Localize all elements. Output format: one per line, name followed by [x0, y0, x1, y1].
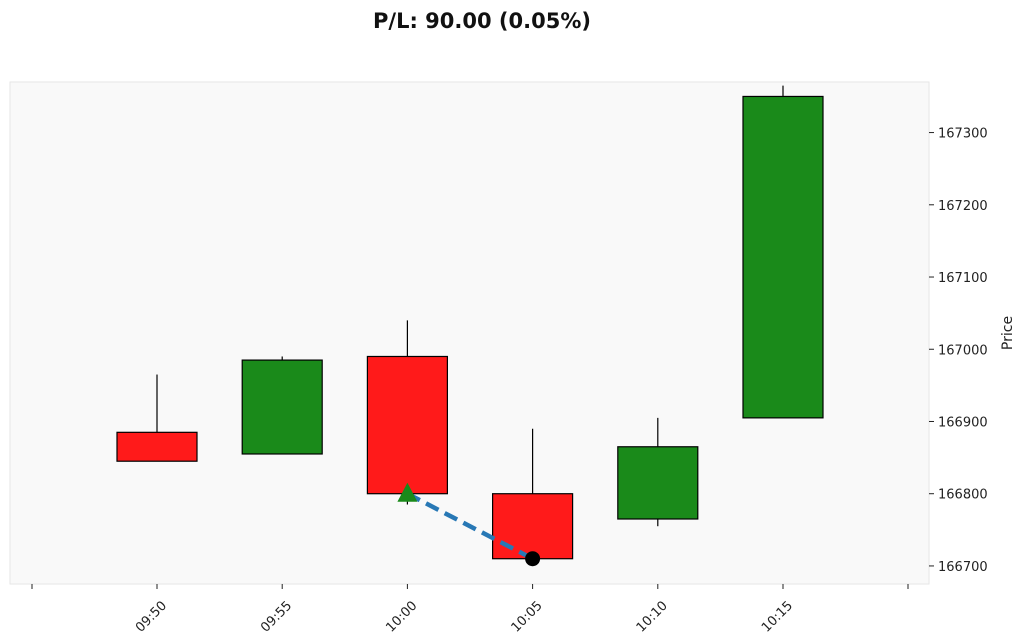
candle — [742, 85, 824, 419]
candle-body-down — [366, 355, 448, 495]
candle-body-down — [492, 493, 574, 560]
y-tick-label: 167200 — [938, 199, 988, 214]
x-tick-label: 10:10 — [634, 598, 671, 635]
exit-marker — [525, 551, 541, 567]
candle — [116, 374, 198, 462]
y-tick-label: 166800 — [938, 488, 988, 503]
chart-title: P/L: 90.00 (0.05%) — [373, 9, 591, 33]
y-tick-label: 166700 — [938, 560, 988, 575]
candle-body-up — [617, 446, 699, 520]
y-tick-label: 166900 — [938, 415, 988, 430]
candle-body-down — [116, 431, 198, 462]
x-tick-label: 10:00 — [383, 598, 420, 635]
y-tick-label: 167300 — [938, 127, 988, 142]
x-axis: 09:50 09:55 10:00 10:05 10:10 10:15 — [31, 584, 909, 636]
trade-layer — [397, 482, 541, 567]
candles-layer — [116, 85, 824, 560]
candle — [492, 428, 574, 560]
y-tick-label: 167000 — [938, 343, 988, 358]
x-tick-label: 10:05 — [509, 598, 546, 635]
candle-body-up — [742, 95, 824, 419]
candle — [241, 356, 323, 455]
y-axis-title: Price — [1000, 316, 1016, 350]
x-tick-label: 09:50 — [133, 598, 170, 635]
candle — [617, 417, 699, 527]
x-tick-label: 09:55 — [258, 598, 295, 635]
trade-line — [406, 491, 534, 561]
y-tick-label: 167100 — [938, 271, 988, 286]
x-tick-label: 10:15 — [759, 598, 796, 635]
y-axis: 166700 166800 166900 167000 167100 167200 1673… — [929, 127, 988, 575]
candle-body-up — [241, 359, 323, 455]
entry-marker — [397, 482, 418, 502]
